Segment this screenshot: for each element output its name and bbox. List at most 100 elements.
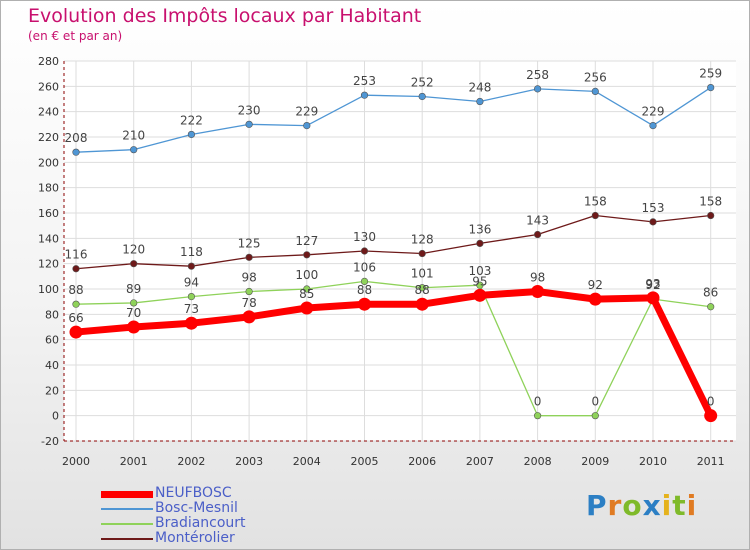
data-label: 73 (184, 302, 199, 316)
series-line-neufbosc (72, 288, 715, 420)
data-point (707, 83, 715, 92)
y-tick-label: 120 (38, 258, 59, 271)
data-label: 88 (415, 283, 430, 297)
x-tick-label: 2011 (697, 455, 725, 468)
x-tick-label: 2007 (466, 455, 494, 468)
data-point (72, 265, 80, 273)
y-tick-label: 0 (52, 410, 59, 423)
data-label: 103 (468, 264, 491, 278)
data-point (72, 300, 80, 308)
data-point (130, 146, 138, 154)
data-label: 208 (65, 131, 88, 145)
data-label: 89 (126, 282, 141, 296)
y-tick-label: 80 (45, 308, 59, 321)
series-line-bosc-mesnil (75, 86, 712, 153)
chart-subtitle: (en € et par an) (28, 29, 123, 43)
data-label: 78 (241, 296, 256, 310)
logo-letter: t (672, 489, 687, 522)
data-point (415, 297, 429, 311)
data-point (473, 288, 487, 302)
data-label: 229 (295, 105, 318, 119)
data-point (242, 310, 256, 324)
data-label: 136 (468, 222, 491, 236)
legend-label: Bosc-Mesnil (155, 500, 238, 516)
data-label: 130 (353, 230, 376, 244)
data-point (476, 239, 484, 247)
data-point (591, 87, 599, 95)
logo-letter: P (586, 489, 608, 522)
data-label: 95 (472, 274, 487, 288)
legend-item: Montérolier (101, 530, 321, 546)
data-label: 0 (534, 395, 542, 409)
data-label: 158 (699, 195, 722, 209)
x-tick-label: 2002 (177, 455, 205, 468)
x-tick-label: 2006 (408, 455, 436, 468)
data-point (187, 262, 195, 270)
x-tick-label: 2009 (581, 455, 609, 468)
series-line-montérolier (75, 214, 712, 270)
data-label: 259 (699, 67, 722, 81)
data-point (707, 211, 715, 220)
legend-swatch (101, 490, 153, 498)
data-point (707, 303, 715, 311)
data-label: 118 (180, 245, 203, 259)
data-point (130, 299, 138, 307)
data-point (360, 247, 369, 255)
data-point (127, 320, 141, 334)
legend-swatch (101, 523, 153, 525)
data-label: 120 (122, 243, 145, 257)
data-point (476, 97, 484, 106)
data-label: 158 (584, 195, 607, 209)
y-tick-label: 60 (45, 334, 59, 347)
data-point (245, 287, 253, 296)
data-point (531, 285, 545, 299)
data-point (591, 211, 599, 220)
data-point (187, 130, 195, 139)
logo-letter: x (642, 489, 662, 522)
series-line-bradiancourt (75, 280, 712, 417)
x-tick-label: 2000 (62, 455, 90, 468)
data-label: 222 (180, 113, 203, 127)
data-point (300, 301, 314, 315)
data-point (72, 148, 80, 156)
data-point (649, 121, 657, 130)
data-point (245, 253, 253, 261)
y-tick-label: 140 (38, 232, 59, 245)
data-label: 0 (707, 395, 715, 409)
data-label: 98 (241, 271, 256, 285)
y-tick-label: 240 (38, 106, 59, 119)
data-label: 258 (526, 68, 549, 82)
y-tick-label: 180 (38, 182, 59, 195)
data-label: 106 (353, 260, 376, 274)
data-point (533, 412, 542, 420)
y-tick-label: 280 (38, 55, 59, 68)
legend-label: Montérolier (155, 530, 235, 546)
data-point (533, 230, 542, 239)
data-label: 253 (353, 74, 376, 88)
data-point (704, 409, 718, 423)
y-tick-label: 40 (45, 359, 59, 372)
data-label: 88 (68, 283, 83, 297)
data-point (418, 249, 426, 258)
legend-item: Bosc-Mesnil (101, 500, 321, 516)
data-label: 86 (703, 286, 718, 300)
data-label: 256 (584, 70, 607, 84)
data-point (360, 277, 369, 286)
y-tick-label: 220 (38, 131, 59, 144)
logo-letter: o (622, 489, 643, 522)
data-label: 66 (68, 311, 83, 325)
data-label: 92 (645, 278, 660, 292)
legend-label: NEUFBOSC (155, 485, 232, 501)
data-point (130, 260, 138, 268)
data-label: 116 (65, 248, 88, 262)
legend-swatch (101, 538, 153, 540)
data-point (303, 251, 311, 259)
data-point (418, 284, 426, 292)
data-point (303, 121, 311, 130)
data-label: 125 (238, 236, 261, 250)
data-point (533, 85, 542, 93)
data-label: 153 (642, 201, 665, 215)
chart-title: Evolution des Impôts locaux par Habitant (28, 5, 422, 27)
